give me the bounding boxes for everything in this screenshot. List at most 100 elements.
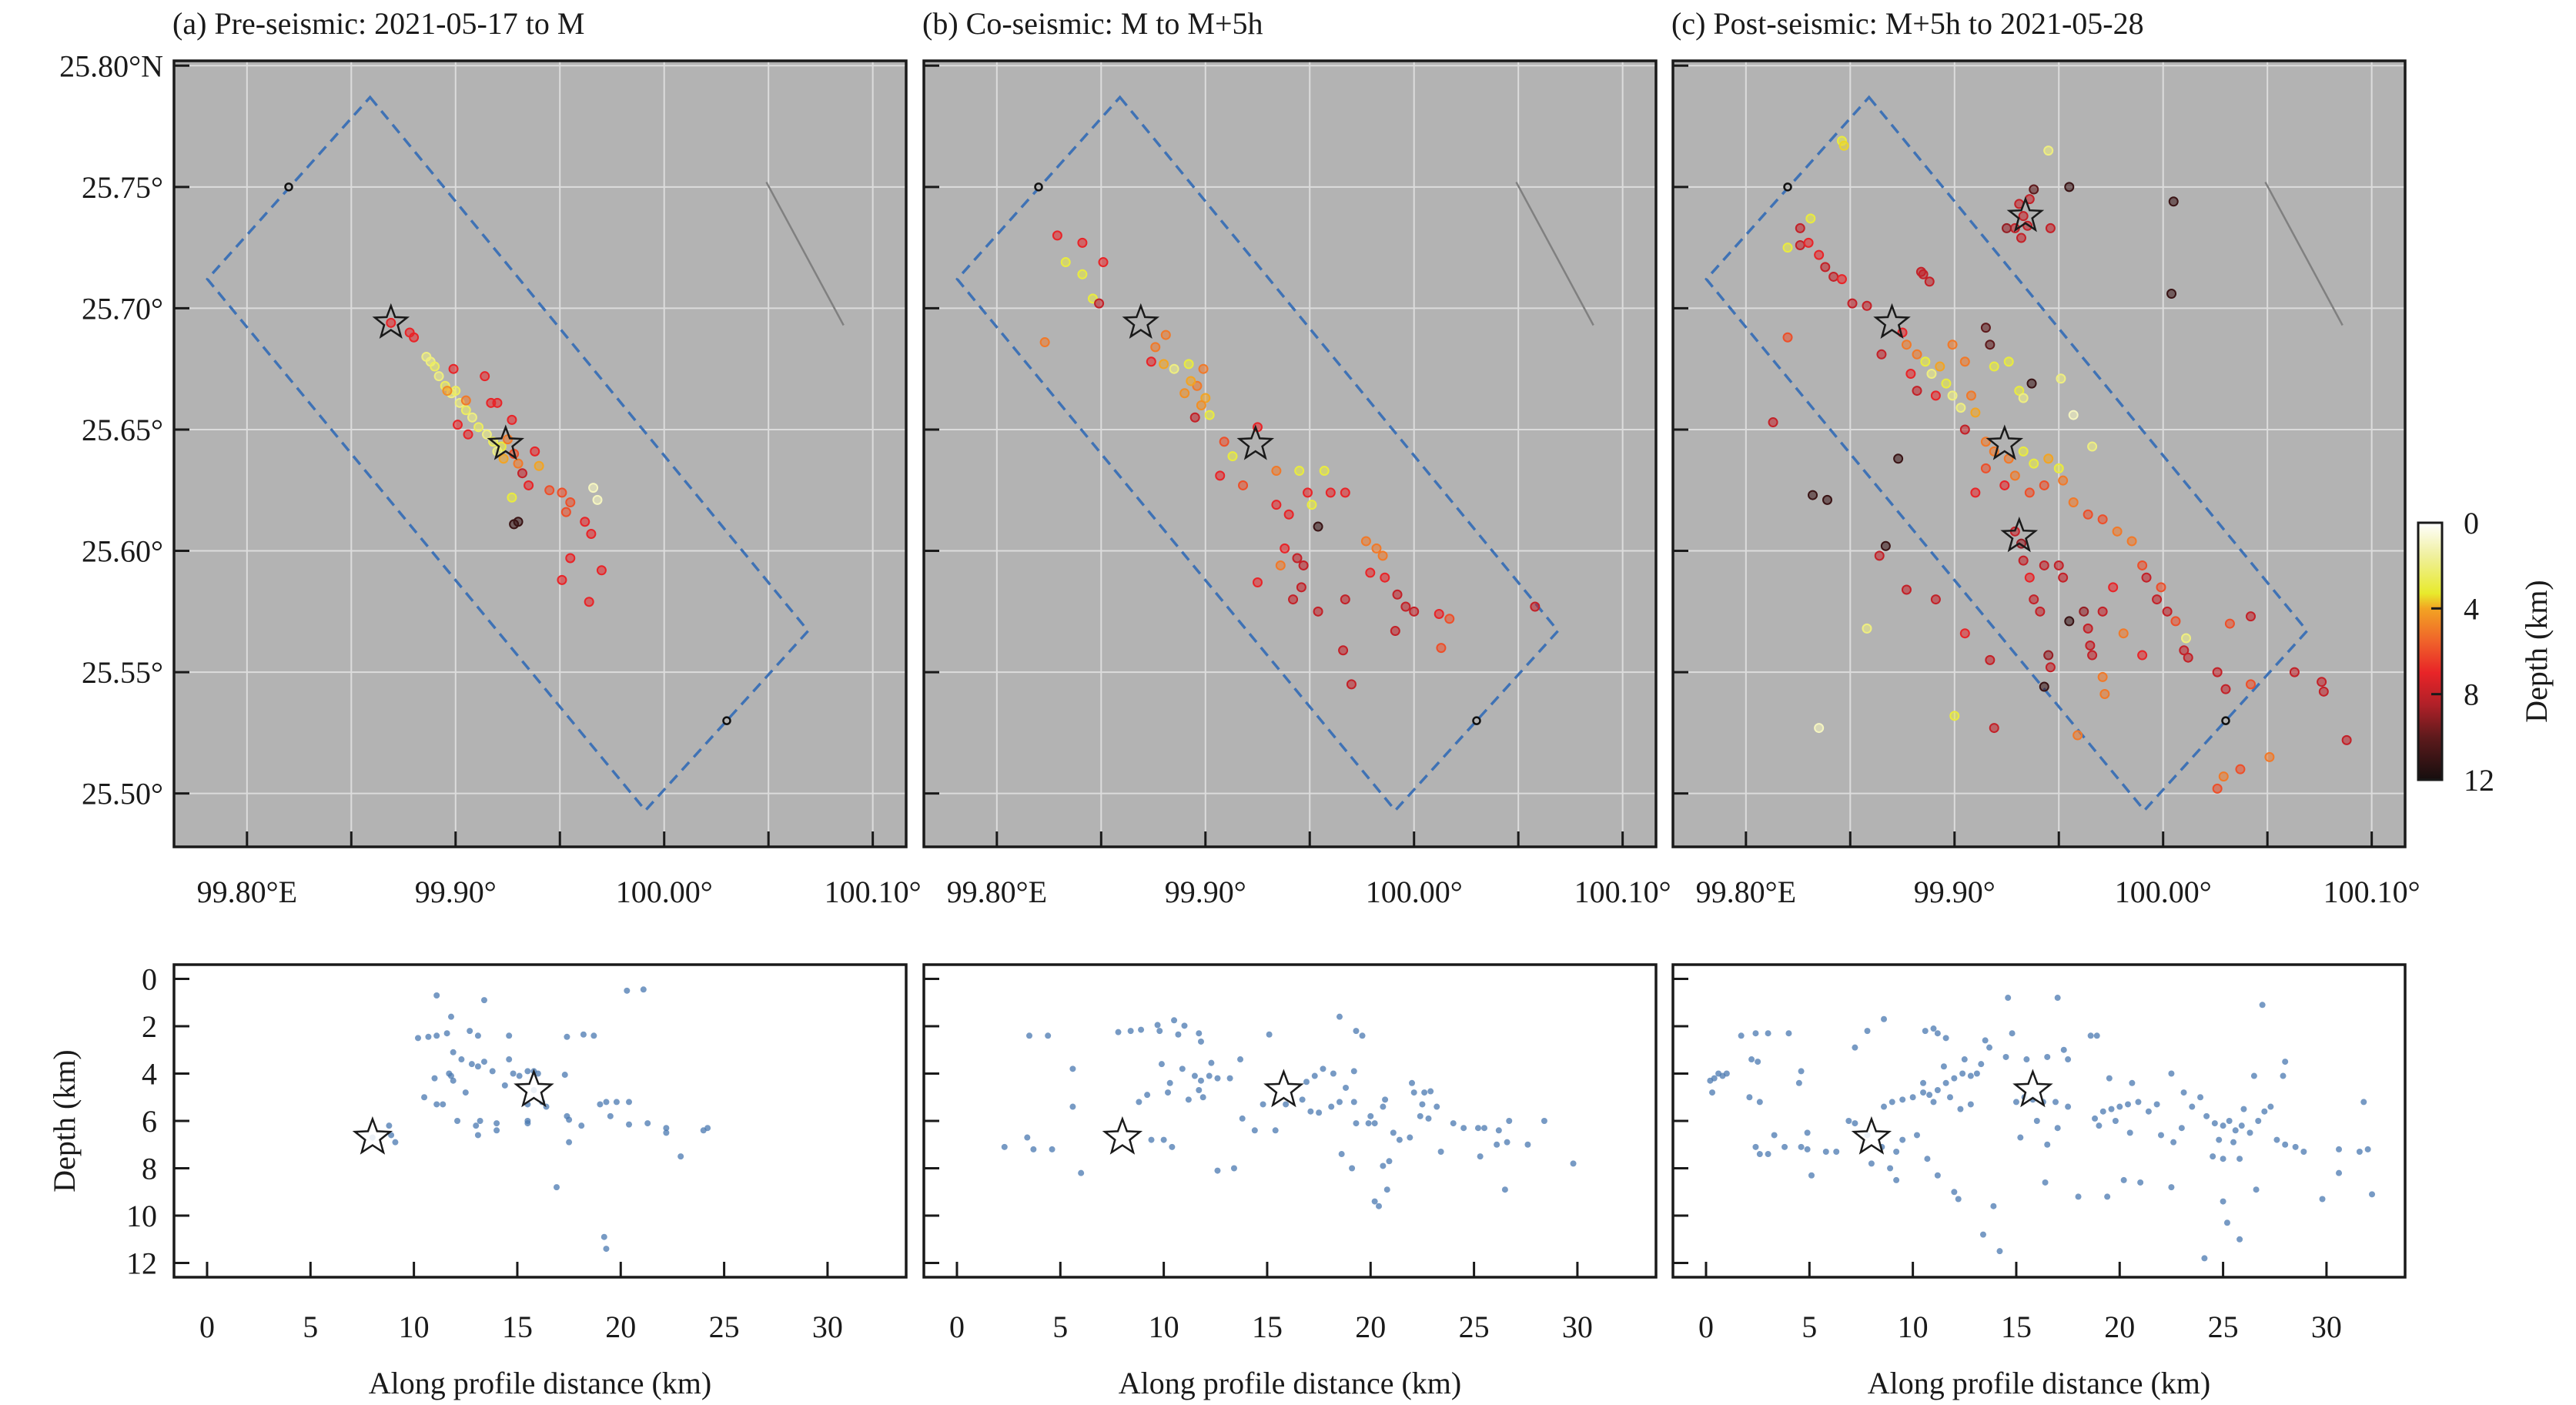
distance-tick-label: 10 bbox=[399, 1310, 430, 1344]
lon-tick-label: 100.10° bbox=[825, 875, 922, 909]
earthquake-marker bbox=[1768, 417, 1778, 428]
lon-tick-label: 100.00° bbox=[1366, 875, 1463, 909]
hypocenter-marker bbox=[2267, 1103, 2274, 1110]
hypocenter-marker bbox=[1893, 1176, 1900, 1183]
lon-tick-label: 99.90° bbox=[415, 875, 497, 909]
earthquake-marker bbox=[2029, 184, 2039, 195]
hypocenter-marker bbox=[1752, 1030, 1759, 1037]
earthquake-marker bbox=[1803, 237, 1814, 248]
earthquake-marker bbox=[2039, 480, 2049, 490]
section-frame bbox=[922, 963, 1658, 1279]
hypocenter-marker bbox=[1798, 1068, 1805, 1075]
distance-tick-label: 25 bbox=[709, 1310, 740, 1344]
x-axis-title: Along profile distance (km) bbox=[1119, 1366, 1461, 1400]
hypocenter-marker bbox=[1115, 1029, 1122, 1035]
distance-tick-label: 15 bbox=[502, 1310, 533, 1344]
earthquake-marker bbox=[2024, 572, 2035, 583]
hypocenter-marker bbox=[1208, 1059, 1215, 1066]
earthquake-marker bbox=[592, 494, 603, 505]
hypocenter-marker bbox=[607, 1112, 614, 1119]
hypocenter-marker bbox=[1795, 1079, 1802, 1086]
hypocenter-marker bbox=[1239, 1115, 1246, 1122]
hypocenter-marker bbox=[1197, 1077, 1204, 1084]
earthquake-marker bbox=[1360, 536, 1371, 547]
hypocenter-marker bbox=[566, 1139, 573, 1146]
hypocenter-marker bbox=[1030, 1146, 1037, 1152]
depth-tick-label: 0 bbox=[142, 962, 157, 996]
hypocenter-marker bbox=[2153, 1101, 2160, 1108]
earthquake-marker bbox=[1288, 594, 1299, 605]
earthquake-marker bbox=[1805, 213, 1816, 224]
earthquake-marker bbox=[460, 405, 471, 416]
panel-c: (c) Post-seismic: M+5h to 2021-05-28 99.8… bbox=[1671, 6, 2420, 1400]
hypocenter-marker bbox=[1196, 1030, 1203, 1037]
hypocenter-marker bbox=[2075, 1193, 2082, 1200]
hypocenter-marker bbox=[2170, 1139, 2177, 1146]
hypocenter-marker bbox=[1765, 1151, 1771, 1158]
earthquake-marker bbox=[565, 553, 576, 564]
hypocenter-marker bbox=[1804, 1129, 1811, 1136]
hypocenter-marker bbox=[603, 1246, 610, 1253]
earthquake-marker bbox=[1999, 480, 2010, 490]
x-axis-title: Along profile distance (km) bbox=[1868, 1366, 2210, 1400]
earthquake-marker bbox=[1814, 249, 1825, 260]
hypocenter-marker bbox=[1365, 1120, 1372, 1127]
earthquake-marker bbox=[1390, 626, 1400, 637]
earthquake-marker bbox=[2264, 751, 2275, 762]
section-background bbox=[174, 965, 906, 1277]
hypocenter-marker bbox=[2210, 1153, 2216, 1160]
earthquake-marker bbox=[1959, 424, 1970, 435]
hypocenter-marker bbox=[640, 986, 647, 993]
earthquake-marker bbox=[1227, 451, 1238, 462]
earthquake-marker bbox=[1530, 601, 1541, 612]
earthquake-marker bbox=[560, 507, 571, 517]
hypocenter-marker bbox=[2236, 1236, 2243, 1243]
hypocenter-marker bbox=[2129, 1079, 2136, 1086]
earthquake-marker bbox=[1077, 237, 1088, 248]
mainshock-star bbox=[1263, 1069, 1304, 1108]
earthquake-marker bbox=[1959, 628, 1970, 639]
hypocenter-marker bbox=[578, 1122, 585, 1129]
hypocenter-marker bbox=[2178, 1125, 2185, 1132]
hypocenter-marker bbox=[1320, 1065, 1326, 1072]
earthquake-marker bbox=[2083, 509, 2093, 520]
hypocenter-marker bbox=[1026, 1032, 1033, 1039]
hypocenter-marker bbox=[2054, 995, 2061, 1002]
mainshock-star bbox=[514, 1069, 554, 1108]
hypocenter-marker bbox=[1191, 1072, 1198, 1079]
hypocenter-marker bbox=[1982, 1037, 1989, 1044]
earthquake-marker bbox=[467, 412, 477, 423]
lon-tick-label: 100.10° bbox=[2323, 875, 2420, 909]
earthquake-marker bbox=[557, 574, 567, 585]
earthquake-marker bbox=[1377, 550, 1388, 561]
hypocenter-marker bbox=[1421, 1089, 1428, 1096]
hypocenter-marker bbox=[1283, 1101, 1290, 1108]
hypocenter-marker bbox=[1922, 1028, 1929, 1035]
hypocenter-marker bbox=[1746, 1094, 1753, 1101]
map-background bbox=[174, 61, 906, 847]
hypocenter-marker bbox=[1307, 1108, 1314, 1115]
hypocenter-marker bbox=[1185, 1096, 1192, 1103]
hypocenter-marker bbox=[1996, 1248, 2003, 1255]
hypocenter-marker bbox=[1951, 1189, 1958, 1196]
earthquake-marker bbox=[1808, 490, 1818, 500]
hypocenter-marker bbox=[2168, 1070, 2175, 1077]
earthquake-marker bbox=[1150, 342, 1161, 353]
hypocenter-marker bbox=[2240, 1106, 2247, 1112]
earthquake-marker bbox=[2035, 606, 2046, 617]
earthquake-marker bbox=[544, 485, 555, 496]
earthquake-marker bbox=[2045, 662, 2056, 673]
hypocenter-marker bbox=[2280, 1072, 2287, 1079]
earthquake-marker bbox=[1253, 577, 1263, 588]
hypocenter-marker bbox=[2180, 1089, 2187, 1096]
earthquake-marker bbox=[2016, 232, 2026, 243]
hypocenter-marker bbox=[1353, 1120, 1360, 1127]
hypocenter-marker bbox=[1237, 1056, 1244, 1063]
earthquake-marker bbox=[1941, 378, 1952, 389]
hypocenter-marker bbox=[480, 1059, 487, 1065]
earthquake-marker bbox=[2018, 446, 2029, 457]
hypocenter-marker bbox=[2220, 1198, 2226, 1205]
earthquake-marker bbox=[1346, 679, 1357, 690]
hypocenter-marker bbox=[601, 1233, 607, 1240]
panel-title: (a) Pre-seismic: 2021-05-17 to M bbox=[172, 6, 584, 41]
